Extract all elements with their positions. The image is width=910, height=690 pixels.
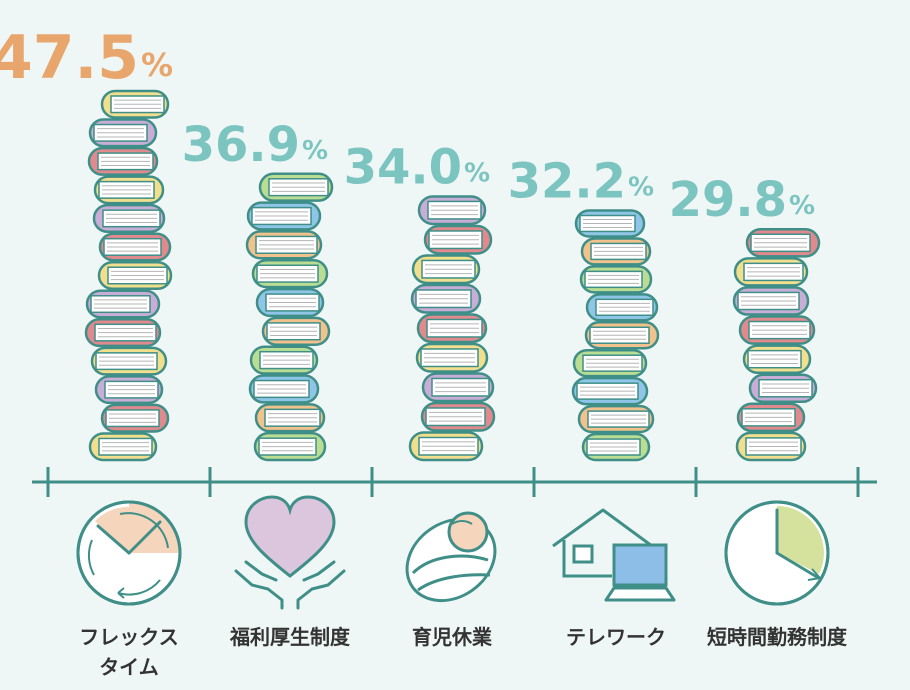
book-stack bbox=[408, 195, 496, 462]
book bbox=[258, 172, 334, 202]
book bbox=[421, 372, 495, 403]
house-laptop-icon bbox=[552, 508, 676, 602]
book bbox=[423, 224, 493, 255]
book bbox=[249, 345, 319, 375]
book bbox=[90, 346, 168, 376]
book bbox=[251, 259, 329, 289]
book bbox=[571, 376, 649, 406]
book bbox=[584, 321, 660, 350]
book bbox=[411, 254, 481, 285]
book-stack bbox=[571, 209, 660, 462]
book bbox=[577, 404, 655, 434]
book bbox=[100, 403, 170, 433]
book bbox=[585, 293, 659, 322]
book bbox=[420, 401, 496, 432]
book bbox=[98, 232, 172, 262]
book bbox=[254, 403, 326, 433]
value-label: 34.0 bbox=[344, 139, 462, 195]
book bbox=[736, 402, 806, 433]
value-label: 32.2 bbox=[508, 154, 626, 210]
heart-hands-icon bbox=[234, 495, 346, 610]
book bbox=[580, 237, 652, 266]
value-labels: 47.5 %36.9% 34.0% 32.2% 29.8% bbox=[0, 23, 815, 228]
book bbox=[84, 318, 162, 348]
value-unit: % bbox=[628, 173, 654, 203]
category-label: テレワーク bbox=[566, 625, 666, 649]
book bbox=[255, 287, 325, 318]
book bbox=[87, 146, 159, 176]
book bbox=[417, 195, 487, 226]
book bbox=[415, 342, 489, 373]
clock-flex-icon bbox=[76, 500, 182, 606]
category-label-line: テレワーク bbox=[566, 625, 666, 649]
book-stack bbox=[84, 89, 173, 462]
book bbox=[248, 374, 320, 404]
book bbox=[94, 375, 164, 405]
book bbox=[253, 431, 327, 462]
book bbox=[88, 432, 158, 462]
value-unit: % bbox=[464, 158, 490, 188]
book bbox=[416, 313, 488, 344]
category-label-line: 福利厚生制度 bbox=[229, 625, 351, 649]
book bbox=[581, 432, 651, 462]
value-label: 29.8 bbox=[669, 172, 787, 228]
book-stack bbox=[732, 227, 821, 462]
category-label: 短時間勤務制度 bbox=[707, 625, 848, 649]
book bbox=[732, 286, 810, 316]
book bbox=[410, 283, 482, 314]
book bbox=[88, 118, 158, 148]
value-label: 36.9 bbox=[182, 117, 300, 173]
book bbox=[261, 316, 331, 346]
x-axis bbox=[32, 467, 877, 497]
book bbox=[97, 260, 173, 291]
category-label: 福利厚生制度 bbox=[229, 625, 351, 649]
book bbox=[246, 201, 322, 231]
value-unit: % bbox=[302, 136, 328, 166]
book bbox=[93, 175, 165, 205]
book bbox=[574, 209, 646, 238]
clock-short-icon bbox=[724, 500, 830, 606]
book bbox=[408, 431, 484, 462]
book bbox=[738, 315, 816, 345]
book bbox=[92, 203, 166, 233]
category-label: 育児休業 bbox=[412, 625, 493, 649]
book-stack bbox=[245, 172, 334, 462]
baby-icon bbox=[405, 511, 497, 603]
book bbox=[745, 227, 821, 258]
book bbox=[100, 89, 170, 119]
value-label: 47.5 bbox=[0, 23, 139, 93]
book bbox=[572, 348, 648, 378]
value-unit: % bbox=[789, 191, 815, 221]
value-unit: % bbox=[141, 46, 173, 84]
category-label-line: タイム bbox=[99, 655, 159, 679]
category-label-line: 短時間勤務制度 bbox=[707, 625, 848, 649]
book bbox=[733, 257, 809, 287]
book bbox=[579, 265, 653, 294]
book bbox=[742, 344, 812, 374]
book bbox=[85, 289, 161, 319]
book bbox=[245, 230, 323, 260]
book-stacks bbox=[84, 89, 821, 462]
category-label-line: 育児休業 bbox=[412, 625, 493, 649]
book bbox=[748, 373, 818, 404]
book bbox=[735, 431, 807, 462]
category-label-line: フレックス bbox=[79, 625, 178, 649]
